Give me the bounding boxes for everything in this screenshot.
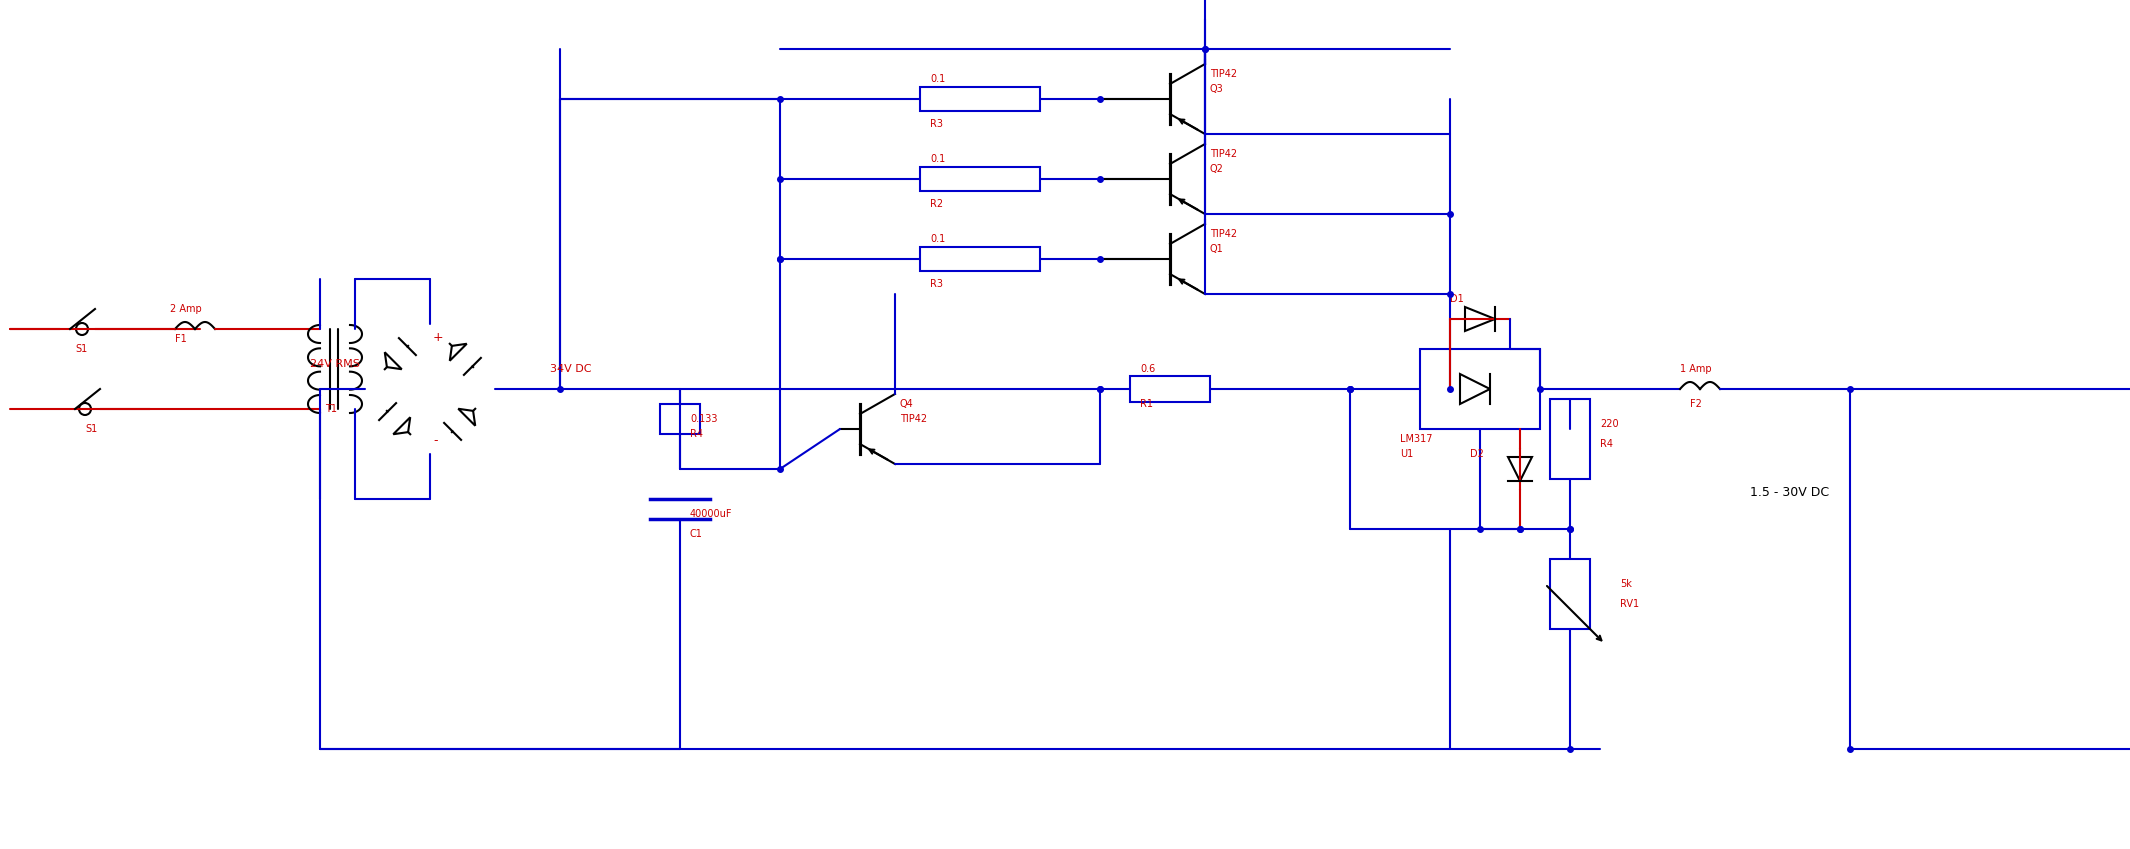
Text: TIP42: TIP42 [1210,229,1238,239]
Text: D2: D2 [1470,449,1485,459]
Bar [920,247,1039,271]
Bar [660,404,701,434]
Text: TIP42: TIP42 [1210,149,1238,159]
Text: R1: R1 [1140,399,1152,409]
Text: R4: R4 [1600,439,1612,449]
Text: D1: D1 [1451,294,1463,304]
Text: 220: 220 [1600,419,1619,429]
Text: U1: U1 [1399,449,1412,459]
Text: 1 Amp: 1 Amp [1681,364,1713,374]
Text: 34V DC: 34V DC [550,364,592,374]
Text: S1: S1 [85,424,98,434]
Text: S1: S1 [75,344,87,354]
Text: 5k: 5k [1621,579,1632,589]
Bar [1131,376,1210,402]
Text: 0.133: 0.133 [690,414,718,424]
Text: Q3: Q3 [1210,84,1225,94]
Text: R3: R3 [931,279,944,289]
Text: F2: F2 [1689,399,1702,409]
Text: RV1: RV1 [1621,599,1640,609]
Text: Q1: Q1 [1210,244,1225,254]
Text: C1: C1 [690,529,703,539]
Text: 0.1: 0.1 [931,74,946,84]
Text: 0.1: 0.1 [931,154,946,164]
Text: LM317: LM317 [1399,434,1433,444]
Text: TIP42: TIP42 [1210,69,1238,79]
Text: F1: F1 [175,334,187,344]
Text: R4: R4 [690,429,703,439]
Text: 0.6: 0.6 [1140,364,1154,374]
Text: 24V RMS: 24V RMS [311,359,360,369]
Bar [1421,349,1540,429]
Text: -: - [432,434,437,447]
Text: TIP42: TIP42 [901,414,927,424]
Text: R2: R2 [931,199,944,209]
Text: Q4: Q4 [901,399,914,409]
Bar [920,87,1039,111]
Bar [1551,399,1589,479]
Text: T1: T1 [326,404,337,414]
Bar [920,167,1039,191]
Text: 1.5 - 30V DC: 1.5 - 30V DC [1751,486,1830,499]
Bar [1551,559,1589,629]
Text: R3: R3 [931,119,944,129]
Text: Q2: Q2 [1210,164,1225,174]
Text: 0.1: 0.1 [931,234,946,244]
Text: +: + [432,331,443,344]
Text: 40000uF: 40000uF [690,509,733,519]
Text: 2 Amp: 2 Amp [170,304,202,314]
